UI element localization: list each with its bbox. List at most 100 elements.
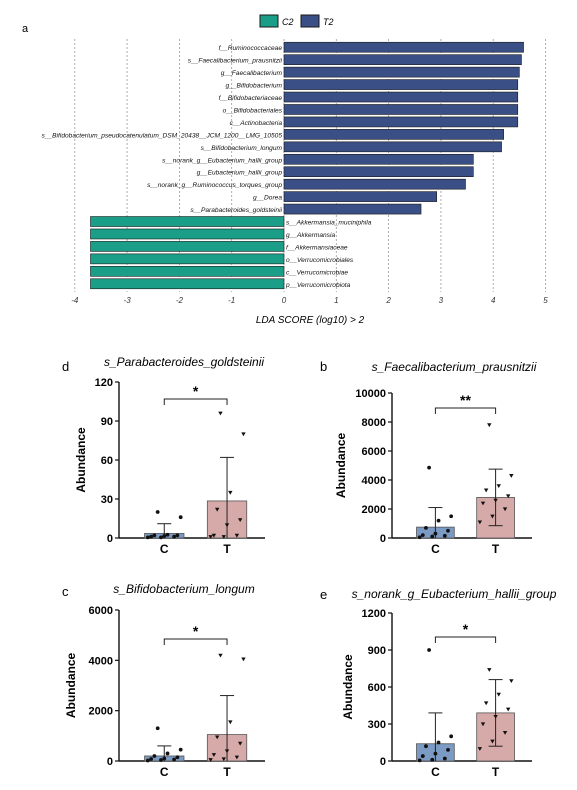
data-point [208, 535, 213, 539]
lda-bar-label: c__Actinobacteria [230, 120, 283, 127]
x-tick-label: T [492, 765, 500, 779]
data-point [218, 411, 223, 416]
legend-label-t2: T2 [323, 17, 334, 27]
data-point [487, 668, 492, 672]
lda-x-tick-label: -3 [124, 296, 132, 305]
legend-swatch-c2 [259, 14, 279, 28]
lda-bar [283, 141, 502, 153]
y-tick-label: 2000 [89, 706, 113, 718]
panel-d: d s_Parabacteroides_goldsteinii Abundance… [62, 355, 265, 556]
lda-bar-label: f__Akkermansiaceae [286, 244, 348, 251]
data-point [430, 757, 435, 762]
panel-letter-c: c [62, 584, 69, 599]
data-point [228, 720, 233, 725]
data-point [483, 701, 489, 706]
lda-bar-label: g__Faecalibacterium [221, 70, 283, 77]
significance-marker: * [193, 383, 199, 399]
lda-bar [283, 203, 422, 215]
data-point [433, 751, 438, 756]
data-point [446, 748, 450, 752]
data-point [234, 533, 240, 538]
y-tick-label: 0 [107, 756, 113, 768]
lda-x-tick-label: 3 [439, 296, 444, 305]
data-point [162, 534, 167, 538]
y-tick-label: 0 [107, 533, 113, 545]
data-point [175, 755, 180, 760]
y-axis-label: Abundance [64, 653, 78, 719]
data-point [502, 507, 508, 512]
significance-marker: * [193, 623, 199, 639]
panel-title: s_Bifidobacterium_longum [113, 582, 254, 596]
data-point [493, 498, 498, 503]
data-point [214, 735, 220, 740]
lda-x-tick-label: 4 [491, 296, 496, 305]
lda-bar-label: s__Faecalibacterium_prausnitzii [188, 58, 283, 65]
data-point [162, 756, 167, 761]
y-tick-label: 60 [101, 455, 113, 467]
data-point [446, 528, 450, 533]
lda-bar [90, 241, 285, 252]
data-point [241, 432, 246, 437]
x-tick-label: C [160, 542, 169, 556]
data-point [224, 523, 230, 528]
data-point [155, 726, 160, 731]
significance-bracket [434, 636, 497, 643]
data-point [420, 754, 425, 758]
lda-x-tick-label: 1 [334, 296, 338, 305]
y-tick-label: 300 [368, 719, 386, 731]
data-point [145, 535, 150, 540]
lda-bar [283, 166, 474, 178]
y-tick-label: 0 [380, 756, 386, 768]
lda-bar [283, 91, 519, 103]
x-tick-label: C [431, 542, 440, 556]
data-point [477, 747, 483, 751]
y-tick-label: 10000 [355, 388, 386, 400]
x-tick-label: T [223, 765, 231, 779]
data-point [214, 507, 220, 512]
significance-marker: * [463, 621, 469, 637]
data-point [152, 754, 157, 758]
significance-bracket [163, 398, 228, 405]
panel-letter-a: a [22, 23, 29, 35]
lda-ticks: -4 -3 -2 -1 0 1 2 3 4 5 [71, 296, 548, 305]
data-point [417, 758, 422, 763]
y-tick-label: 30 [101, 494, 113, 506]
data-point [149, 534, 154, 539]
data-point [449, 514, 454, 519]
data-point [155, 510, 160, 514]
y-tick-label: 8000 [362, 417, 386, 429]
y-tick-label: 120 [95, 377, 113, 389]
data-point [436, 518, 441, 523]
data-point [149, 757, 154, 761]
lda-x-label: LDA SCORE (log10) > 2 [256, 315, 365, 326]
y-tick-label: 2000 [362, 504, 386, 516]
lda-bar [90, 278, 285, 290]
panel-b: b s_Faecalibacterium_prausnitzii Abundanc… [320, 359, 537, 556]
lda-legend: C2 T2 [259, 14, 334, 28]
lda-x-tick-label: 5 [543, 296, 548, 305]
data-point [159, 535, 163, 540]
data-point [218, 653, 223, 658]
data-point [496, 484, 501, 488]
data-point [502, 731, 508, 735]
data-point [477, 520, 483, 525]
data-point [506, 707, 511, 712]
lda-bar [283, 178, 466, 190]
data-point [165, 532, 170, 537]
lda-bar-label: s__Parabacteroides_goldsteinii [190, 207, 282, 214]
lda-x-tick-label: -4 [71, 296, 79, 305]
lda-x-tick-label: -1 [228, 296, 235, 305]
lda-labels: f__Ruminococcaceae s__Faecalibacterium_pr… [42, 45, 372, 289]
y-tick-label: 6000 [362, 446, 386, 458]
significance-marker: ** [460, 392, 471, 408]
lda-bar [90, 228, 285, 240]
lda-x-tick-label: -2 [176, 296, 184, 305]
lda-bar [283, 129, 504, 140]
y-tick-label: 4000 [362, 475, 386, 487]
lda-bar-label: c__Verrucomicrobiae [286, 269, 348, 276]
y-tick-label: 600 [368, 682, 386, 694]
lda-x-tick-label: 2 [385, 296, 391, 305]
y-tick-label: 90 [101, 416, 113, 428]
panel-title: s_norank_g_Eubacterium_hallii_group [352, 587, 557, 601]
